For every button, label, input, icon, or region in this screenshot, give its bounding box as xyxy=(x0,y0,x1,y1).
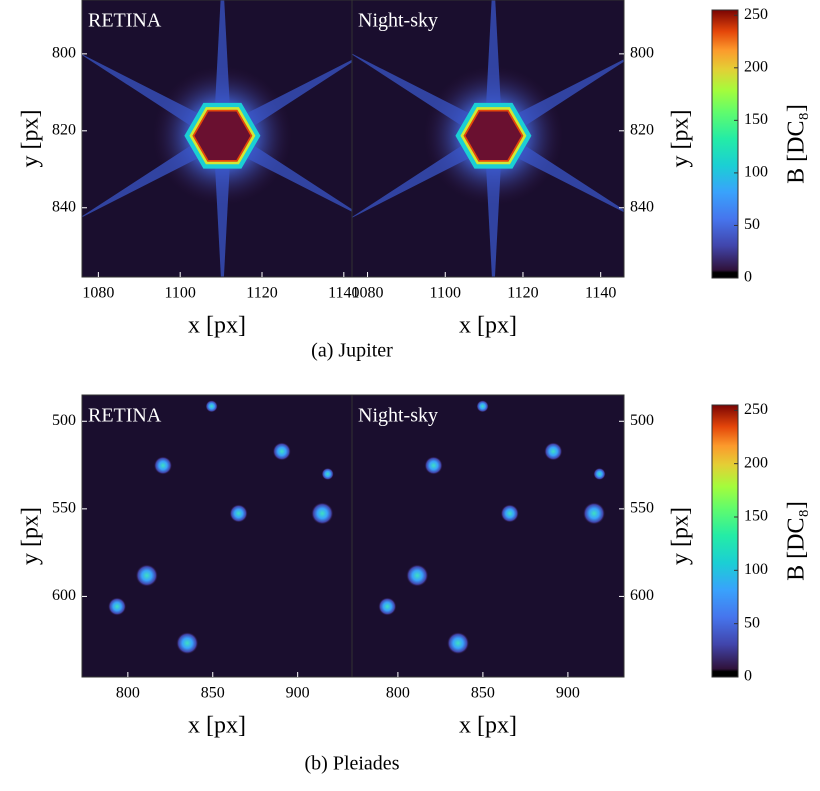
x-tick-label: 1140 xyxy=(328,285,359,302)
x-tick-label: 900 xyxy=(286,685,310,702)
star xyxy=(205,400,218,413)
caption: (b) Pleiades xyxy=(305,753,400,775)
x-tick-label: 850 xyxy=(471,685,495,702)
colorbar-tick-label: 0 xyxy=(744,269,752,286)
colorbar-tick-label: 150 xyxy=(744,508,768,525)
spike xyxy=(484,0,503,136)
panel-title: Night-sky xyxy=(358,10,438,32)
colorbar-tick-label: 200 xyxy=(744,454,768,471)
x-tick-label: 1120 xyxy=(246,285,277,302)
colorbar xyxy=(711,404,739,678)
caption: (a) Jupiter xyxy=(311,340,393,362)
y-tick-label: 800 xyxy=(52,45,76,62)
colorbar-tick-label: 200 xyxy=(744,58,768,75)
star xyxy=(108,597,127,616)
colorbar xyxy=(711,9,739,279)
spike xyxy=(82,127,227,218)
star xyxy=(593,467,606,480)
colorbar-label: B [DC₈] xyxy=(784,104,810,184)
x-tick-label: 850 xyxy=(201,685,225,702)
spike xyxy=(352,53,498,144)
star xyxy=(476,400,489,413)
x-tick-label: 1080 xyxy=(352,285,384,302)
colorbar-label: B [DC₈] xyxy=(784,501,810,581)
colorbar-tick-label: 50 xyxy=(744,614,760,631)
x-axis-label: x [px] xyxy=(188,713,246,739)
star xyxy=(447,632,470,655)
star xyxy=(154,456,172,475)
colorbar-tick-label: 250 xyxy=(744,6,768,23)
star xyxy=(135,564,158,587)
core xyxy=(194,111,251,160)
x-tick-label: 800 xyxy=(116,685,140,702)
spike xyxy=(82,54,227,144)
star xyxy=(406,564,429,587)
star xyxy=(321,467,334,480)
y-axis-label: y [px] xyxy=(18,110,44,168)
image-background xyxy=(82,395,352,677)
star xyxy=(272,442,291,461)
core xyxy=(465,111,522,160)
x-tick-label: 1100 xyxy=(430,285,461,302)
y-tick-label: 550 xyxy=(52,500,76,517)
spike xyxy=(484,135,503,277)
y-tick-label: 500 xyxy=(52,412,76,429)
y-tick-label: 600 xyxy=(52,587,76,604)
y-axis-label: y [px] xyxy=(668,507,694,565)
y-tick-label: 820 xyxy=(630,121,654,138)
y-tick-label: 800 xyxy=(630,45,654,62)
colorbar-tick-label: 250 xyxy=(744,401,768,418)
colorbar-tick-label: 50 xyxy=(744,216,760,233)
frame xyxy=(351,394,625,678)
y-tick-label: 500 xyxy=(630,412,654,429)
x-tick-label: 900 xyxy=(556,685,580,702)
y-axis-label: y [px] xyxy=(18,507,44,565)
panel-title: RETINA xyxy=(88,405,162,427)
y-tick-label: 550 xyxy=(630,500,654,517)
star xyxy=(544,442,563,461)
star xyxy=(500,504,519,523)
star xyxy=(176,632,199,655)
colorbar-tick-label: 0 xyxy=(744,668,752,685)
colorbar-tick-label: 150 xyxy=(744,111,768,128)
image xyxy=(82,0,352,277)
x-tick-label: 800 xyxy=(386,685,410,702)
star xyxy=(378,597,397,616)
panel-title: RETINA xyxy=(88,10,162,32)
x-tick-label: 1100 xyxy=(164,285,195,302)
image-background xyxy=(352,395,624,677)
y-axis-label: y [px] xyxy=(668,110,694,168)
y-tick-label: 820 xyxy=(52,121,76,138)
star xyxy=(424,456,443,475)
image xyxy=(352,0,624,277)
panel-title: Night-sky xyxy=(358,405,438,427)
image xyxy=(352,395,624,677)
spike xyxy=(213,0,232,136)
y-tick-label: 840 xyxy=(630,198,654,215)
x-axis-label: x [px] xyxy=(459,313,517,339)
colorbar-tick-label: 100 xyxy=(744,164,768,181)
frame xyxy=(351,0,625,278)
spike xyxy=(352,127,498,218)
x-axis-label: x [px] xyxy=(459,713,517,739)
y-tick-label: 840 xyxy=(52,198,76,215)
x-tick-label: 1140 xyxy=(585,285,616,302)
spike xyxy=(213,135,232,277)
y-tick-label: 600 xyxy=(630,587,654,604)
x-axis-label: x [px] xyxy=(188,313,246,339)
star xyxy=(311,502,334,525)
colorbar-tick-label: 100 xyxy=(744,561,768,578)
image xyxy=(82,395,352,677)
x-tick-label: 1120 xyxy=(507,285,538,302)
x-tick-label: 1080 xyxy=(82,285,114,302)
star xyxy=(229,504,248,523)
star xyxy=(583,502,606,525)
